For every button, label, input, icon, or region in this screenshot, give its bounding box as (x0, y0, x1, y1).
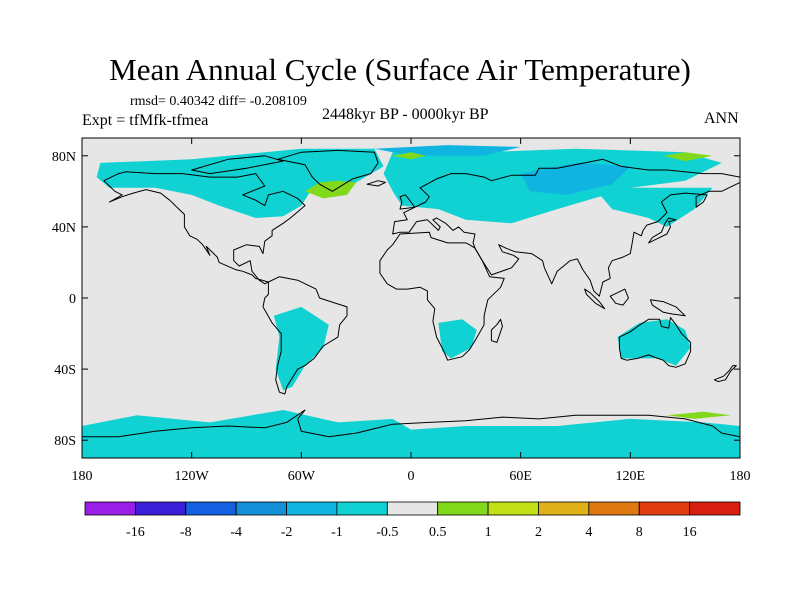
anomaly-region-9 (305, 180, 357, 199)
coastline-12 (649, 299, 686, 317)
chart-title: Mean Annual Cycle (Surface Air Temperatu… (109, 52, 691, 87)
x-tick-label-5: 120E (616, 469, 646, 484)
coastline-9 (648, 217, 677, 244)
x-tick-label-6: 180 (730, 469, 751, 484)
colorbar-label-3: -2 (281, 525, 293, 540)
anomaly-region-8 (82, 410, 740, 458)
colorbar-swatch-12 (689, 501, 741, 516)
y-tick-label-3: 40S (54, 363, 76, 378)
coastlines (82, 149, 741, 438)
colorbar-swatch-5 (336, 501, 388, 516)
x-tick-label-0: 180 (72, 469, 93, 484)
colorbar-swatch-7 (437, 501, 489, 516)
anomaly-region-12 (666, 411, 731, 419)
coastline-8 (399, 194, 416, 210)
colorbar-swatch-1 (134, 501, 187, 516)
period-label: 2448kyr BP - 0000kyr BP (322, 106, 489, 123)
coastline-14 (191, 155, 284, 175)
colorbar-label-1: -8 (180, 525, 192, 540)
x-tick-label-4: 60E (509, 469, 532, 484)
colorbar-label-0: -16 (126, 525, 145, 540)
y-tick-label-2: 0 (69, 292, 76, 307)
y-tick-label-4: 80S (54, 434, 76, 449)
anomaly-regions (82, 145, 740, 458)
colorbar-label-8: 2 (535, 525, 542, 540)
anomaly-region-7 (617, 319, 691, 366)
colorbar-swatch-10 (588, 501, 640, 516)
x-tick-label-1: 120W (175, 469, 210, 484)
colorbar-label-11: 16 (683, 525, 697, 540)
anomaly-region-5 (273, 306, 329, 391)
colorbar-swatch-3 (235, 501, 287, 516)
colorbar-label-10: 8 (636, 525, 643, 540)
x-tick-label-2: 60W (288, 469, 316, 484)
colorbar-label-4: -1 (331, 525, 343, 540)
axes: 180 120W 60W 0 60E 120E 180 80N 40N 0 40S 80S (52, 138, 751, 484)
season-label: ANN (704, 110, 739, 127)
coastline-15 (366, 180, 386, 187)
colorbar-swatch-0 (84, 501, 136, 516)
coastline-2 (262, 276, 348, 395)
colorbar-swatch-6 (386, 501, 439, 516)
coastline-10 (609, 288, 629, 306)
coastline-0 (103, 171, 306, 285)
colorbar-swatch-8 (487, 501, 539, 516)
colorbar-label-2: -4 (230, 525, 242, 540)
coastline-13 (713, 365, 737, 383)
anomaly-region-10 (392, 152, 426, 160)
colorbar-label-9: 4 (585, 525, 592, 540)
anomaly-region-11 (663, 152, 713, 162)
coastline-4 (379, 231, 505, 361)
experiment-label: Expt = tfMfk-tfmea (82, 112, 209, 129)
colorbar-label-7: 1 (485, 525, 492, 540)
anomaly-region-3 (520, 162, 631, 195)
colorbar: -16 -8 -4 -2 -1 -0.5 0.5 1 2 4 8 16 (84, 501, 741, 540)
coastline-7 (82, 409, 741, 438)
y-tick-label-1: 40N (52, 221, 76, 236)
colorbar-swatch-4 (286, 501, 338, 516)
coastline-11 (584, 288, 606, 310)
coastline-3 (392, 158, 741, 297)
x-tick-label-3: 0 (408, 469, 415, 484)
colorbar-swatch-2 (185, 501, 237, 516)
colorbar-swatch-11 (638, 501, 691, 516)
stats-label: rmsd= 0.40342 diff= -0.208109 (130, 94, 307, 109)
coastline-6 (618, 317, 692, 368)
colorbar-label-5: -0.5 (376, 525, 398, 540)
coastline-5 (490, 318, 503, 343)
coastline-1 (277, 149, 379, 192)
anomaly-region-6 (438, 319, 477, 359)
anomaly-region-2 (96, 148, 384, 218)
colorbar-swatch-9 (538, 501, 590, 516)
anomaly-region-1 (593, 187, 713, 227)
colorbar-label-6: 0.5 (429, 525, 447, 540)
y-tick-label-0: 80N (52, 150, 76, 165)
